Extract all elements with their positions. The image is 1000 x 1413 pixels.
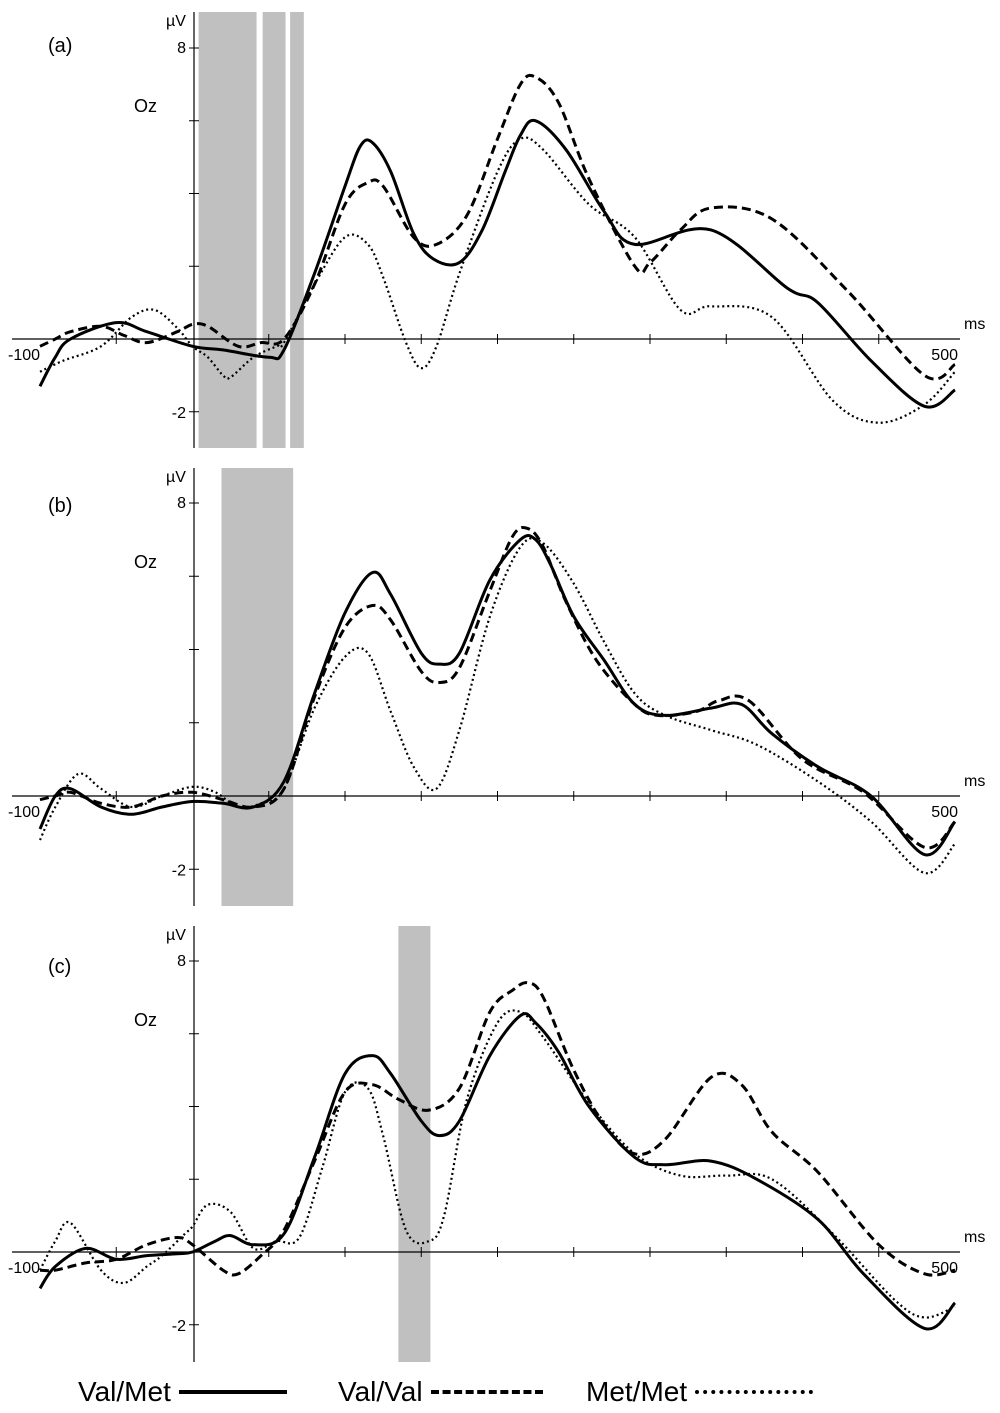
legend-swatch-dotted [695, 1390, 814, 1394]
channel-label: Oz [134, 96, 157, 116]
series-val-met [38, 118, 956, 409]
legend-swatch-dashed [430, 1390, 543, 1394]
series-val-met [38, 1012, 957, 1331]
series-val-val [39, 981, 956, 1277]
legend-label: Val/Val [338, 1376, 423, 1407]
series-val-met [38, 534, 957, 857]
series-met-met [38, 537, 956, 875]
y-unit-label: µV [166, 13, 186, 30]
series-val-val [39, 73, 956, 381]
x-tick-label: 500 [931, 1260, 958, 1277]
x-tick-label: 500 [931, 804, 958, 821]
significance-band [290, 12, 304, 448]
legend-item-val-met: Val/Met [78, 1372, 287, 1412]
significance-band [398, 926, 431, 1362]
series-val-val [39, 525, 957, 850]
panel-label: (b) [48, 495, 72, 517]
x-tick-label: -100 [8, 347, 40, 364]
x-tick-label: -100 [8, 804, 40, 821]
channel-label: Oz [134, 1010, 157, 1030]
legend-label: Met/Met [586, 1376, 688, 1407]
significance-band [262, 12, 286, 448]
x-unit-label: ms [964, 773, 985, 790]
legend: Val/Met Val/Val Met/Met [0, 1372, 1000, 1412]
panel-c: (c) Oz µV 8 -2 ms -100 500 [8, 926, 985, 1362]
legend-swatch-solid [178, 1390, 287, 1394]
x-unit-label: ms [964, 1229, 985, 1246]
y-unit-label: µV [166, 927, 186, 944]
panel-label: (a) [48, 35, 72, 57]
y-unit-label: µV [166, 469, 186, 486]
x-tick-label: 500 [931, 347, 958, 364]
channel-label: Oz [134, 552, 157, 572]
series-met-met [39, 1009, 956, 1319]
y-tick-label: 8 [177, 40, 186, 57]
y-tick-label: -2 [172, 405, 186, 422]
x-tick-label: -100 [8, 1260, 40, 1277]
panel-label: (c) [48, 956, 71, 978]
panel-b: (b) Oz µV 8 -2 ms -100 500 [8, 468, 985, 906]
y-tick-label: -2 [172, 1318, 186, 1335]
y-tick-label: -2 [172, 862, 186, 879]
legend-item-met-met: Met/Met [586, 1372, 814, 1412]
y-tick-label: 8 [177, 495, 186, 512]
significance-band [221, 468, 294, 906]
significance-band [198, 12, 257, 448]
series-met-met [39, 136, 956, 424]
legend-item-val-val: Val/Val [338, 1372, 543, 1412]
panel-a: (a) Oz µV 8 -2 ms -100 500 [8, 12, 985, 448]
y-tick-label: 8 [177, 953, 186, 970]
x-unit-label: ms [964, 316, 985, 333]
legend-label: Val/Met [78, 1376, 171, 1407]
